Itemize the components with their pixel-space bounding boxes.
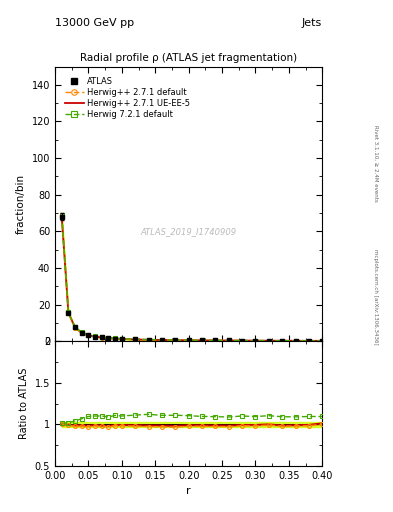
Legend: ATLAS, Herwig++ 2.7.1 default, Herwig++ 2.7.1 UE-EE-5, Herwig 7.2.1 default: ATLAS, Herwig++ 2.7.1 default, Herwig++ … bbox=[62, 74, 193, 122]
Title: Radial profile ρ (ATLAS jet fragmentation): Radial profile ρ (ATLAS jet fragmentatio… bbox=[80, 53, 297, 63]
Y-axis label: fraction/bin: fraction/bin bbox=[16, 174, 26, 234]
Y-axis label: Ratio to ATLAS: Ratio to ATLAS bbox=[19, 368, 29, 439]
Text: ATLAS_2019_I1740909: ATLAS_2019_I1740909 bbox=[141, 227, 237, 236]
X-axis label: r: r bbox=[186, 486, 191, 496]
Text: 13000 GeV pp: 13000 GeV pp bbox=[55, 18, 134, 28]
Text: Jets: Jets bbox=[302, 18, 322, 28]
Text: Rivet 3.1.10, ≥ 2.4M events: Rivet 3.1.10, ≥ 2.4M events bbox=[373, 125, 378, 202]
Text: mcplots.cern.ch [arXiv:1306.3436]: mcplots.cern.ch [arXiv:1306.3436] bbox=[373, 249, 378, 345]
